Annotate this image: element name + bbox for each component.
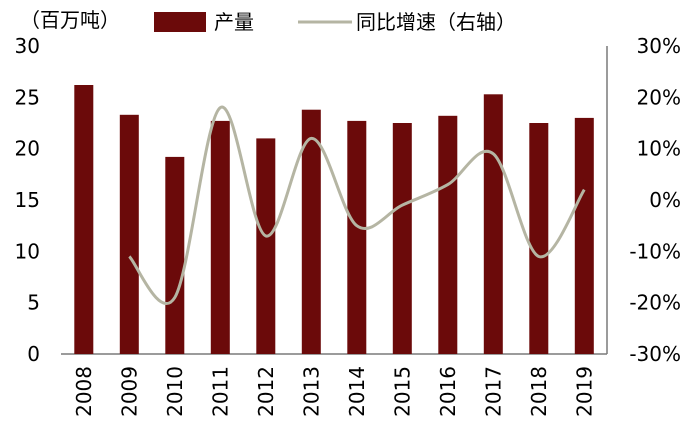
- legend-swatch-bar: [154, 12, 206, 32]
- x-tick-label: 2017: [481, 366, 505, 417]
- y-right-tick-label: 30%: [637, 34, 681, 58]
- y-right-tick-labels: -30% -20% -10% 0% 10% 20% 30%: [629, 34, 681, 366]
- bar-2011: [210, 120, 230, 355]
- x-tick-label: 2010: [163, 366, 187, 417]
- y-left-tick-label: 30: [15, 34, 40, 58]
- x-tick-label: 2012: [254, 366, 278, 417]
- x-tick-labels: 2008 2009 2010 2011 2012 2013 2014 2015 2016 2017…: [72, 366, 596, 417]
- x-tick-label: 2009: [117, 366, 141, 417]
- bar-group: [74, 85, 594, 355]
- x-tick-label: 2015: [390, 366, 414, 417]
- x-tick-label: 2013: [299, 366, 323, 417]
- y-right-tick-label: -10%: [629, 239, 681, 263]
- x-tick-label: 2016: [436, 366, 460, 417]
- y-left-tick-labels: 0 5 10 15 20 25 30: [15, 34, 40, 366]
- bar-2010: [165, 156, 185, 354]
- bar-2019: [574, 117, 594, 355]
- bar-2014: [347, 120, 367, 355]
- y-right-tick-label: -20%: [629, 291, 681, 315]
- x-tick-label: 2019: [572, 366, 596, 417]
- y-left-tick-label: 0: [27, 342, 40, 366]
- legend-label-line: 同比增速（右轴）: [356, 10, 516, 34]
- growth-line: [128, 106, 586, 305]
- y-left-unit-label: （百万吨）: [20, 8, 120, 32]
- x-tick-label: 2018: [527, 366, 551, 417]
- x-tick-label: 2011: [208, 366, 232, 417]
- y-right-tick-label: 20%: [637, 85, 681, 109]
- bar-2008: [74, 85, 94, 354]
- y-left-tick-label: 20: [15, 137, 40, 161]
- bar-2009: [119, 114, 139, 354]
- x-tick-label: 2008: [72, 366, 96, 417]
- bar-2016: [438, 115, 458, 354]
- x-tick-label: 2014: [345, 366, 369, 417]
- y-left-tick-label: 10: [15, 239, 40, 263]
- y-left-tick-label: 15: [15, 188, 40, 212]
- bar-2017: [483, 94, 503, 355]
- bar-2013: [301, 109, 321, 354]
- y-left-tick-label: 25: [15, 85, 40, 109]
- line-series-group: [128, 106, 586, 305]
- y-right-tick-label: 10%: [637, 137, 681, 161]
- y-right-tick-label: 0%: [649, 188, 681, 212]
- legend: 产量 同比增速（右轴）: [154, 10, 516, 34]
- y-right-tick-label: -30%: [629, 342, 681, 366]
- bar-2018: [529, 123, 549, 354]
- legend-label-bar: 产量: [214, 10, 254, 34]
- bar-2012: [256, 138, 276, 354]
- bar-2015: [392, 123, 412, 354]
- y-left-tick-label: 5: [27, 291, 40, 315]
